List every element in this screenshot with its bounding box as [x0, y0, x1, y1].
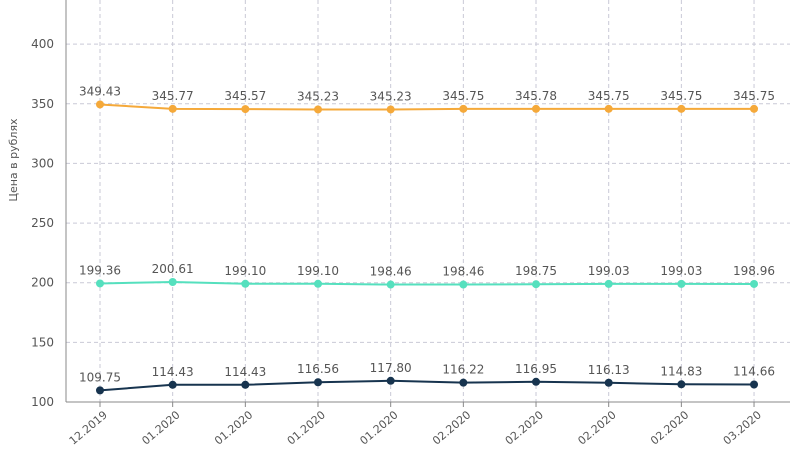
y-tick-label: 150	[31, 335, 54, 349]
x-tick-label: 01.2020	[357, 408, 400, 447]
data-point	[168, 277, 177, 286]
data-label: 199.10	[224, 264, 266, 278]
data-label: 198.46	[370, 265, 412, 279]
data-point	[459, 280, 468, 289]
data-point	[314, 279, 323, 288]
data-label: 116.22	[442, 363, 484, 377]
x-tick-label: 03.2020	[721, 408, 764, 447]
data-label: 349.43	[79, 84, 121, 98]
data-label: 198.46	[442, 265, 484, 279]
data-point	[604, 279, 613, 288]
data-label: 345.75	[733, 89, 775, 103]
data-label: 199.03	[588, 264, 630, 278]
series-line	[99, 379, 755, 392]
data-label: 345.75	[588, 89, 630, 103]
x-tick-label: 02.2020	[430, 408, 473, 447]
data-point	[677, 380, 686, 389]
data-label: 114.66	[733, 365, 775, 379]
data-point	[532, 377, 541, 386]
data-point	[96, 386, 104, 395]
data-label: 114.83	[660, 364, 702, 378]
data-label: 345.75	[660, 89, 702, 103]
x-tick-label: 01.2020	[212, 408, 255, 447]
data-point	[459, 104, 468, 113]
data-point	[168, 380, 177, 389]
data-point	[241, 380, 250, 389]
x-tick-label: 01.2020	[285, 408, 328, 447]
data-point	[750, 380, 759, 389]
data-label: 114.43	[152, 365, 194, 379]
data-label: 345.23	[297, 89, 339, 103]
data-label: 345.75	[442, 89, 484, 103]
data-point	[96, 279, 104, 288]
data-label: 345.78	[515, 89, 557, 103]
x-tick-label: 12.2019	[67, 408, 110, 447]
data-label: 199.36	[79, 263, 121, 277]
y-tick-label: 400	[31, 37, 54, 51]
x-tick-label: 02.2020	[648, 408, 691, 447]
series-line	[99, 103, 755, 111]
data-label: 198.75	[515, 264, 557, 278]
y-tick-label: 250	[31, 216, 54, 230]
data-point	[604, 378, 613, 387]
data-label: 116.95	[515, 362, 557, 376]
series-line	[99, 280, 755, 286]
data-label: 117.80	[370, 361, 412, 375]
data-point	[386, 376, 395, 385]
data-point	[314, 378, 323, 387]
data-label: 198.96	[733, 264, 775, 278]
data-label: 345.77	[152, 89, 194, 103]
y-tick-label: 100	[31, 395, 54, 409]
data-label: 345.57	[224, 89, 266, 103]
x-tick-label: 02.2020	[575, 408, 618, 447]
data-point	[314, 105, 323, 114]
data-point	[386, 105, 395, 114]
y-tick-label: 350	[31, 97, 54, 111]
data-label: 199.10	[297, 264, 339, 278]
data-label: 109.75	[79, 370, 121, 384]
data-point	[168, 104, 177, 113]
data-point	[459, 378, 468, 387]
data-point	[241, 105, 250, 114]
data-label: 114.43	[224, 365, 266, 379]
data-label: 345.23	[370, 89, 412, 103]
data-point	[677, 104, 686, 113]
data-label: 116.13	[588, 363, 630, 377]
data-point	[750, 279, 759, 288]
y-tick-label: 200	[31, 276, 54, 290]
y-tick-label: 300	[31, 156, 54, 170]
y-axis-label: Цена в рублях	[7, 118, 20, 202]
data-point	[241, 279, 250, 288]
data-label: 199.03	[660, 264, 702, 278]
data-point	[96, 100, 104, 109]
data-point	[532, 104, 541, 113]
data-point	[604, 104, 613, 113]
data-label: 116.56	[297, 362, 339, 376]
data-label: 200.61	[152, 262, 194, 276]
data-point	[386, 280, 395, 289]
data-point	[750, 104, 759, 113]
data-point	[532, 280, 541, 289]
x-tick-label: 02.2020	[503, 408, 546, 447]
x-tick-label: 01.2020	[139, 408, 182, 447]
data-point	[677, 279, 686, 288]
